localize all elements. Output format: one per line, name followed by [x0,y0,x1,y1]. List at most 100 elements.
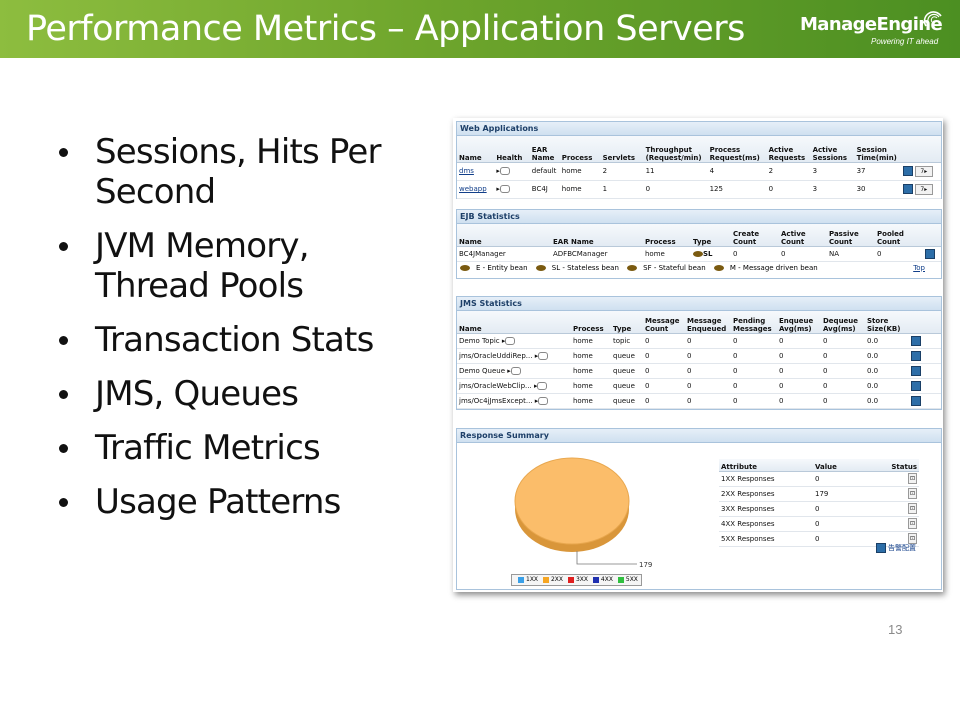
pie-slice-2xx [514,457,630,545]
web-app-link[interactable]: webapp [459,185,487,193]
alarm-config-link[interactable]: 告警配置 [875,543,916,553]
response-summary-table: Attribute Value Status 1XX Responses 0 ⊡ 2… [719,459,919,547]
threshold-icon[interactable]: 7▸ [914,165,933,177]
column-header: Message Enqueued [685,311,731,334]
table-row: 5XX Responses 0 ⊡ [719,531,919,547]
manageengine-logo: ManageEngine Powering IT ahead [800,10,950,50]
legend-swatch-3xx [567,576,574,583]
bullet-dot-icon [59,148,68,157]
column-header: Attribute [719,459,813,472]
pie-legend: 1XX 2XX 3XX 4XX 5XX [511,574,642,586]
status-icon[interactable]: ⊡ [908,518,917,529]
bean-icon [693,250,703,257]
report-icon[interactable] [925,248,935,259]
logo-tagline: Powering IT ahead [871,37,939,46]
bean-icon [713,264,724,271]
bullet-dot-icon [59,242,68,251]
column-header: Pending Messages [731,311,777,334]
column-header: Process [571,311,611,334]
legend-swatch-5xx [617,576,624,583]
column-header: Create Count [731,224,779,247]
config-icon [875,543,886,553]
column-header: Throughput (Request/min) [643,136,708,163]
app-server-screenshot: Web Applications Name Health EAR Name Pr… [453,118,943,592]
status-icon[interactable]: ⊡ [908,488,917,499]
threshold-icon[interactable]: 7▸ [914,183,933,195]
top-link[interactable]: Top [913,263,925,272]
health-icon[interactable]: ▸ [496,167,510,175]
web-applications-table: Name Health EAR Name Process Servlets Th… [457,136,941,199]
slide-title: Performance Metrics – Application Server… [26,9,745,49]
legend-swatch-1xx [518,576,524,583]
logo-name: ManageEngine [800,14,943,35]
web-applications-header: Web Applications [457,122,941,136]
pie-data-label: 179 [639,561,652,569]
health-icon[interactable]: ▸ [534,381,548,390]
table-row: webapp ▸ BC4J home 1 0 125 0 3 30 7▸ [457,180,941,199]
report-icon[interactable] [911,335,921,346]
bullet-dot-icon [59,336,68,345]
column-header: Dequeue Avg(ms) [821,311,865,334]
column-header: Process [559,136,601,163]
bullet-list: Sessions, Hits Per Second JVM Memory, Th… [57,132,417,536]
column-header: Passive Count [827,224,875,247]
column-header: Name [457,224,551,247]
column-header: Session Time(min) [854,136,901,163]
column-header: EAR Name [529,136,560,163]
bullet-item: JMS, Queues [57,374,417,414]
report-icon[interactable] [902,184,913,194]
legend-swatch-4xx [592,576,599,583]
health-icon[interactable]: ▸ [496,185,510,193]
column-header: Pooled Count [875,224,923,247]
column-header: EAR Name [551,224,643,247]
health-icon[interactable]: ▸ [502,336,516,345]
health-icon[interactable]: ▸ [535,396,549,405]
legend-swatch-2xx [542,576,549,583]
bean-icon [627,264,638,271]
response-summary-header: Response Summary [457,429,941,443]
report-icon[interactable] [911,395,921,406]
bean-icon [460,264,470,271]
column-header: Health [494,136,530,163]
column-header: Store Size(KB) [865,311,909,334]
column-header: Message Count [643,311,685,334]
bullet-item: JVM Memory, Thread Pools [57,226,417,306]
web-app-link[interactable]: dms [459,167,474,175]
table-row: 2XX Responses 179 ⊡ [719,486,919,502]
report-icon[interactable] [911,380,921,391]
report-icon[interactable] [902,166,913,176]
table-row: dms ▸ default home 2 11 4 2 3 37 7▸ [457,162,941,181]
status-icon[interactable]: ⊡ [908,533,917,544]
ejb-statistics-panel: EJB Statistics Name EAR Name Process Typ… [456,209,942,279]
report-icon[interactable] [911,350,921,361]
bean-icon [535,264,546,271]
title-bar: Performance Metrics – Application Server… [0,0,960,58]
ejb-statistics-table: Name EAR Name Process Type Create Count … [457,224,941,262]
health-icon[interactable]: ▸ [535,351,549,360]
column-header: Active Requests [766,136,811,163]
response-pie-chart: 179 [514,457,652,569]
jms-statistics-header: JMS Statistics [457,297,941,311]
table-row: 1XX Responses 0 ⊡ [719,471,919,487]
bullet-dot-icon [59,390,68,399]
report-icon[interactable] [911,365,921,376]
column-header: Type [611,311,643,334]
status-icon[interactable]: ⊡ [908,503,917,514]
table-row: 4XX Responses 0 ⊡ [719,516,919,532]
column-header: Status [887,459,919,472]
column-header: Type [691,224,731,247]
column-header: Process Request(ms) [707,136,767,163]
status-icon[interactable]: ⊡ [908,473,917,484]
health-icon[interactable]: ▸ [507,366,521,375]
table-row: BC4JManager ADFBCManager home SL 0 0 NA … [457,246,941,262]
jms-statistics-table: Name Process Type Message Count Message … [457,311,941,409]
ejb-statistics-header: EJB Statistics [457,210,941,224]
web-applications-panel: Web Applications Name Health EAR Name Pr… [456,121,942,199]
bullet-item: Usage Patterns [57,482,417,522]
column-header: Name [457,136,495,163]
column-header: Process [643,224,691,247]
column-header: Servlets [600,136,644,163]
